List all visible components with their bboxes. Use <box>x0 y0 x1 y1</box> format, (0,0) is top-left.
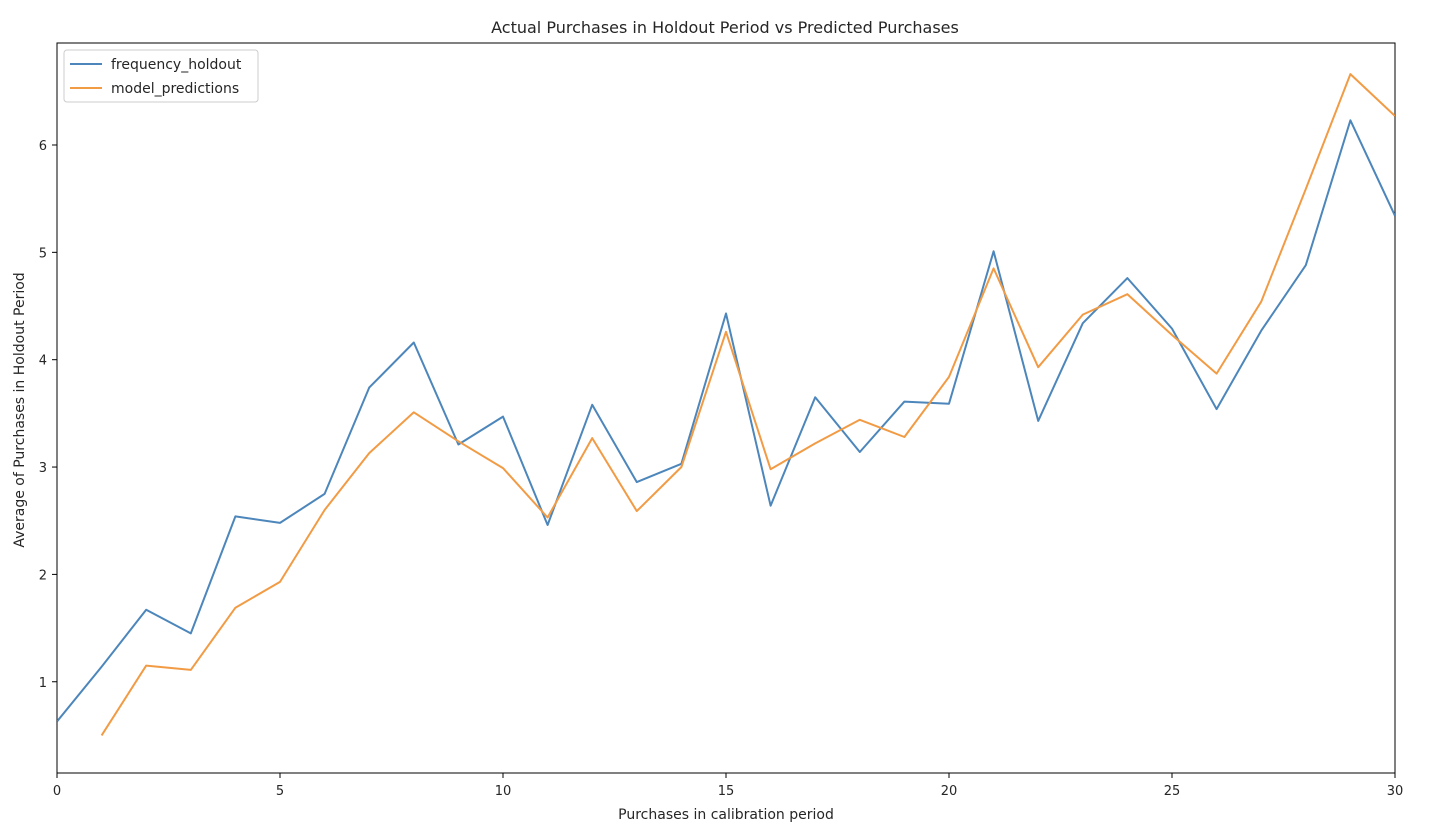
y-tick-label: 3 <box>39 461 47 476</box>
y-axis-label: Average of Purchases in Holdout Period <box>12 272 28 547</box>
series-line-frequency-holdout <box>57 119 1395 723</box>
chart-title: Actual Purchases in Holdout Period vs Pr… <box>491 18 959 37</box>
y-axis-ticks: 1 2 3 4 5 6 <box>39 139 57 691</box>
x-tick-label: 10 <box>495 784 512 799</box>
x-tick-label: 5 <box>276 784 284 799</box>
x-tick-label: 25 <box>1164 784 1181 799</box>
y-tick-label: 2 <box>39 568 47 583</box>
y-tick-label: 4 <box>39 354 47 369</box>
legend: frequency_holdout model_predictions <box>63 49 259 103</box>
x-tick-label: 0 <box>53 784 61 799</box>
x-axis-label: Purchases in calibration period <box>618 807 834 823</box>
x-axis-ticks: 0 5 10 15 20 25 30 <box>53 773 1403 799</box>
legend-box <box>63 49 259 103</box>
x-tick-label: 15 <box>718 784 735 799</box>
plot-area <box>56 42 1396 774</box>
legend-label: model_predictions <box>111 81 239 97</box>
y-tick-label: 1 <box>39 676 47 691</box>
y-tick-label: 6 <box>39 139 47 154</box>
legend-label: frequency_holdout <box>111 57 242 73</box>
series-line-model-predictions <box>100 73 1395 736</box>
x-tick-label: 30 <box>1387 784 1404 799</box>
x-tick-label: 20 <box>941 784 958 799</box>
y-tick-label: 5 <box>39 246 47 261</box>
series-lines <box>57 73 1395 736</box>
